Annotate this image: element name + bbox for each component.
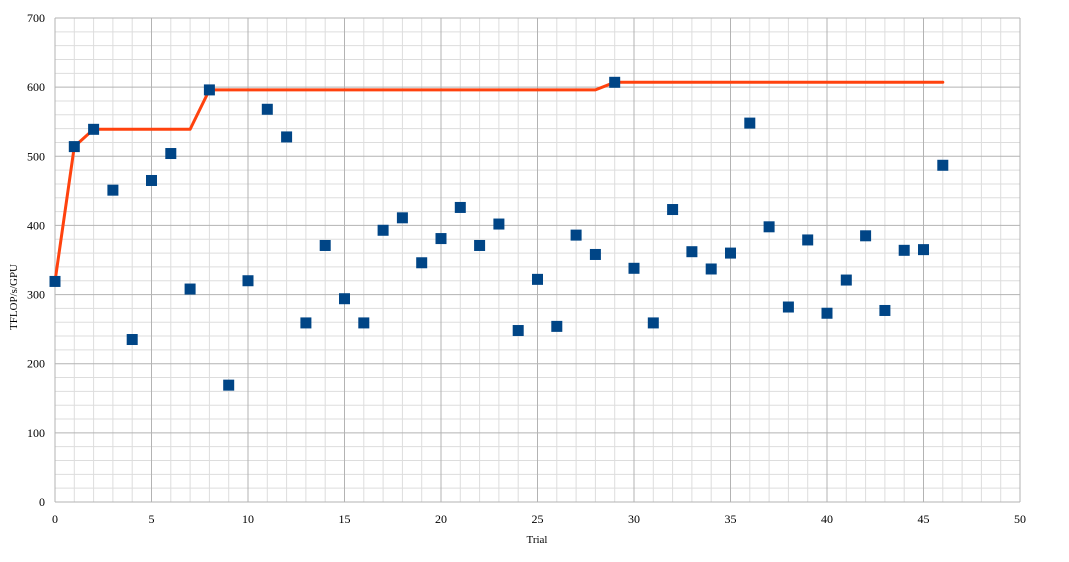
x-tick-label: 10 <box>242 512 254 526</box>
data-point <box>821 307 833 319</box>
x-tick-label: 20 <box>435 512 447 526</box>
y-tick-label: 0 <box>39 495 45 509</box>
data-point <box>705 263 717 275</box>
x-axis-title: Trial <box>527 534 548 546</box>
x-tick-label: 45 <box>918 512 930 526</box>
data-point <box>377 224 389 236</box>
data-point <box>918 244 929 256</box>
data-point <box>551 320 563 332</box>
data-point <box>493 218 505 230</box>
data-point <box>435 233 447 245</box>
data-point <box>68 141 80 153</box>
data-point <box>358 317 370 329</box>
x-tick-label: 15 <box>339 512 351 526</box>
data-point <box>242 275 254 287</box>
x-tick-label: 0 <box>52 512 58 526</box>
data-point <box>744 117 756 129</box>
data-point <box>512 325 524 337</box>
data-point <box>454 201 466 213</box>
data-point <box>281 131 293 143</box>
data-point <box>261 103 273 115</box>
data-point <box>184 283 196 295</box>
y-tick-label: 600 <box>27 80 45 94</box>
data-point <box>840 274 852 286</box>
x-tick-labels: 0 5 10 15 20 25 30 35 40 45 50 <box>52 512 1026 526</box>
data-point <box>532 273 543 285</box>
y-tick-label: 300 <box>27 288 45 302</box>
data-point <box>396 212 408 224</box>
data-point <box>782 301 794 313</box>
y-tick-label: 500 <box>27 149 45 163</box>
data-point <box>88 123 100 135</box>
data-point <box>879 304 891 316</box>
data-point <box>898 244 910 256</box>
data-point <box>49 275 61 287</box>
trial-points <box>49 76 949 391</box>
x-tick-label: 5 <box>149 512 155 526</box>
x-tick-label: 50 <box>1014 512 1026 526</box>
x-tick-label: 40 <box>821 512 833 526</box>
y-tick-labels: 0 100 200 300 400 500 600 700 <box>27 11 45 509</box>
data-point <box>802 234 814 246</box>
data-point <box>223 379 235 391</box>
data-point <box>126 334 138 346</box>
data-point <box>647 317 659 329</box>
data-point <box>628 262 640 274</box>
data-point <box>416 257 428 269</box>
y-tick-label: 100 <box>27 426 45 440</box>
data-point <box>107 184 119 196</box>
major-grid <box>54 17 1021 503</box>
data-point <box>570 229 582 241</box>
data-point <box>146 174 157 186</box>
data-point <box>339 293 350 305</box>
data-point <box>937 159 949 171</box>
y-tick-label: 700 <box>27 11 45 25</box>
data-point <box>300 317 312 329</box>
data-point <box>763 221 775 233</box>
data-point <box>165 148 177 160</box>
data-point <box>319 239 331 251</box>
data-point <box>589 248 601 260</box>
y-axis-title: TFLOP/s/GPU <box>8 264 20 330</box>
data-point <box>667 204 679 216</box>
axes <box>54 18 1020 503</box>
data-point <box>609 76 621 88</box>
y-tick-label: 400 <box>27 218 45 232</box>
y-tick-label: 200 <box>27 357 45 371</box>
data-point <box>725 247 736 259</box>
x-tick-label: 35 <box>725 512 737 526</box>
data-point <box>474 239 486 251</box>
data-point <box>686 246 698 258</box>
x-tick-label: 30 <box>628 512 640 526</box>
data-point <box>860 230 872 242</box>
x-tick-label: 25 <box>532 512 544 526</box>
data-point <box>203 84 215 96</box>
